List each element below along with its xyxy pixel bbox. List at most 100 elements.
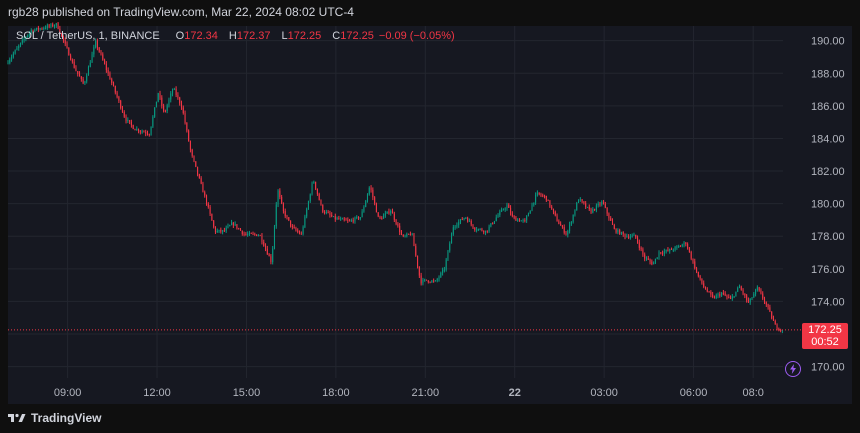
candle-body-down <box>515 217 517 221</box>
candle-body-down <box>603 201 605 205</box>
candle-body-down <box>415 246 417 256</box>
candle-body-down <box>347 220 349 222</box>
y-tick-label: 174.00 <box>811 296 845 308</box>
candle-body-down <box>109 73 111 80</box>
candle-body-down <box>508 204 510 208</box>
candle-body-down <box>651 261 653 265</box>
candle-body-down <box>297 230 299 232</box>
x-tick-label: 21:00 <box>412 387 440 399</box>
candle-body-down <box>189 141 191 150</box>
candle-body-up <box>495 217 497 221</box>
candle-body-down <box>744 293 746 296</box>
candle-body-down <box>77 70 79 74</box>
candle-body-up <box>447 250 449 260</box>
candle-body-up <box>577 199 580 203</box>
candle-body-down <box>161 97 163 106</box>
candle-body-down <box>61 33 63 36</box>
candle-body-up <box>27 34 29 38</box>
candle-body-up <box>484 230 487 233</box>
candle-body-down <box>320 200 322 205</box>
candle-body-up <box>411 234 413 236</box>
bolt-glyph <box>790 364 796 374</box>
tradingview-brand[interactable]: TradingView <box>8 411 101 425</box>
candle-body-up <box>597 203 599 206</box>
candle-body-up <box>257 235 259 237</box>
lightning-bolt-icon[interactable] <box>785 361 801 377</box>
candle-body-up <box>595 205 597 210</box>
candle-body-down <box>286 216 288 218</box>
candle-body-up <box>576 202 578 211</box>
candle-body-up <box>341 218 343 220</box>
legend-open-value: 172.34 <box>184 30 218 42</box>
candle-body-down <box>204 192 206 196</box>
candle-body-down <box>697 271 699 277</box>
candle-body-up <box>30 30 32 32</box>
candle-body-up <box>493 220 495 224</box>
candle-body-down <box>375 203 377 213</box>
candle-body-up <box>569 224 571 231</box>
candle-body-down <box>395 219 397 225</box>
candle-body-up <box>535 194 537 203</box>
candle-body-down <box>372 189 374 198</box>
candle-body-down <box>760 290 762 294</box>
legend-open-label: O <box>175 30 185 42</box>
candle-body-up <box>325 212 327 214</box>
candle-body-down <box>400 232 402 235</box>
candle-body-down <box>111 79 113 83</box>
candle-body-down <box>692 258 694 262</box>
candle-body-down <box>722 292 724 294</box>
candle-body-up <box>454 226 456 228</box>
candle-body-up <box>631 235 633 237</box>
candle-body-up <box>340 218 342 220</box>
last-price-tag: 172.25 00:52 <box>802 323 848 349</box>
chart-panel[interactable] <box>8 26 852 404</box>
candle-body-down <box>358 216 360 219</box>
candle-body-up <box>365 200 367 208</box>
legend-symbol[interactable]: SOL / TetherUS, 1, BINANCE <box>16 30 160 42</box>
candle-body-up <box>383 215 385 219</box>
candle-body-up <box>34 29 36 32</box>
candle-body-down <box>688 248 690 252</box>
candle-body-up <box>366 194 369 201</box>
candle-body-down <box>129 120 131 122</box>
candle-body-down <box>599 203 601 205</box>
candle-body-down <box>763 298 766 303</box>
candle-body-down <box>37 27 39 30</box>
candle-body-down <box>265 245 267 249</box>
candle-body-down <box>57 23 59 29</box>
candle-body-down <box>250 232 252 234</box>
candle-body-up <box>459 219 462 222</box>
x-tick-label: 08:0 <box>742 387 763 399</box>
candle-body-up <box>476 229 478 231</box>
candle-body-up <box>601 201 603 205</box>
candle-body-down <box>581 199 583 202</box>
candle-body-down <box>223 230 225 232</box>
candle-body-up <box>676 246 678 248</box>
candle-body-down <box>747 299 749 303</box>
candle-body-up <box>490 223 492 227</box>
candle-body-down <box>420 275 422 284</box>
candle-body-down <box>121 108 123 113</box>
candle-body-down <box>544 195 546 197</box>
candle-body-up <box>216 230 218 233</box>
bar-countdown: 00:52 <box>811 336 839 348</box>
candle-body-down <box>408 233 410 235</box>
candle-body-up <box>572 214 574 222</box>
y-tick-label: 190.00 <box>811 36 845 48</box>
candle-body-up <box>168 99 170 106</box>
candle-body-up <box>55 23 57 26</box>
candle-body-down <box>118 96 120 101</box>
candle-body-down <box>608 213 610 219</box>
candle-body-up <box>354 217 356 222</box>
candle-body-down <box>279 190 281 197</box>
x-tick-label: 12:00 <box>143 387 171 399</box>
candle-body-up <box>442 269 444 273</box>
candle-body-down <box>193 155 195 162</box>
candle-body-down <box>238 228 240 230</box>
candle-body-down <box>417 255 419 267</box>
candle-body-up <box>311 183 313 195</box>
candle-body-up <box>570 221 572 225</box>
candle-body-up <box>678 246 680 248</box>
candle-body-up <box>390 210 392 214</box>
